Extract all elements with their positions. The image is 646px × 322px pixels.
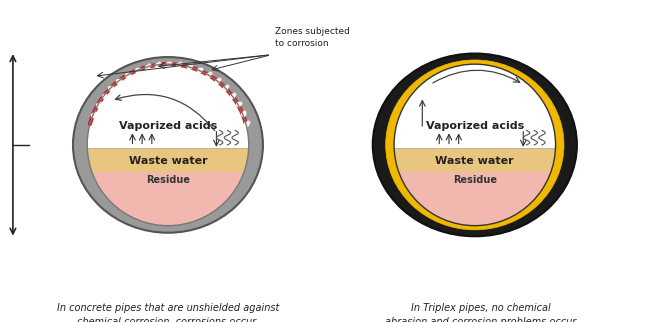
Ellipse shape: [87, 64, 249, 226]
Ellipse shape: [373, 53, 577, 236]
Text: Vaporized acids: Vaporized acids: [119, 120, 217, 131]
Text: Vaporized acids: Vaporized acids: [426, 120, 524, 131]
Polygon shape: [87, 145, 249, 226]
Text: Waste water: Waste water: [129, 156, 207, 166]
Text: In Triplex pipes, no chemical
abrasion and corrosion problems occur.: In Triplex pipes, no chemical abrasion a…: [384, 303, 578, 322]
Ellipse shape: [394, 64, 556, 226]
Ellipse shape: [73, 57, 263, 233]
Text: Residue: Residue: [453, 175, 497, 185]
Polygon shape: [394, 145, 556, 226]
Text: Waste water: Waste water: [435, 156, 514, 166]
Polygon shape: [399, 172, 551, 226]
Ellipse shape: [386, 60, 564, 230]
Text: Zones subjected
to corrosion: Zones subjected to corrosion: [275, 27, 349, 48]
Text: In concrete pipes that are unshielded against
chemical corrosion, corrosions occ: In concrete pipes that are unshielded ag…: [57, 303, 279, 322]
Polygon shape: [92, 172, 244, 226]
Text: Residue: Residue: [146, 175, 190, 185]
